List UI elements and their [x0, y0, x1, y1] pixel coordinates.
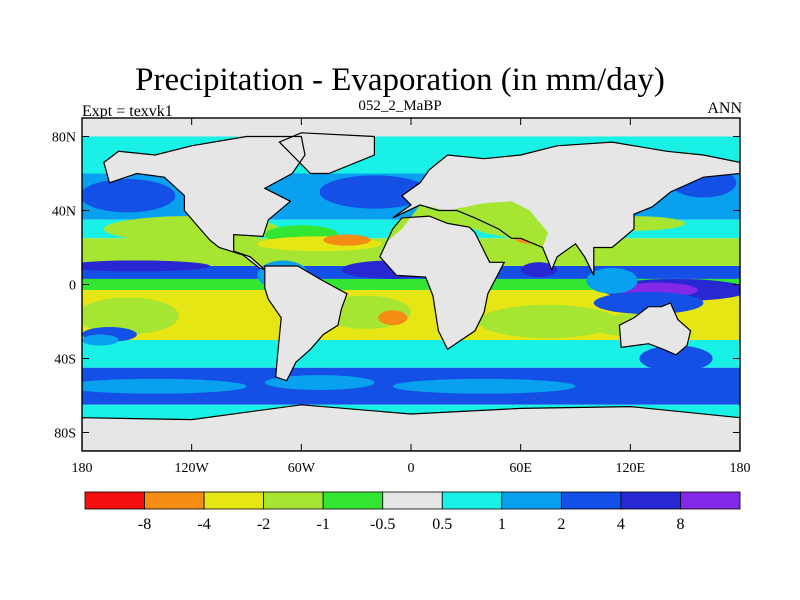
colorbar-label: -0.5 [370, 516, 395, 533]
coastline [103, 135, 306, 271]
field-contour [264, 375, 375, 390]
y-tick-label: 40N [52, 205, 76, 220]
land-region [264, 266, 347, 381]
field-band [82, 278, 740, 291]
coastline [278, 132, 375, 175]
coastline-layer [82, 132, 740, 451]
coastline [618, 302, 692, 356]
y-tick-label: 80S [54, 427, 76, 442]
colorbar-swatch [84, 491, 145, 510]
experiment-label: Expt = texvk1 [82, 103, 173, 120]
x-tick-label: 0 [408, 461, 415, 476]
colorbar-swatch [382, 491, 443, 510]
chart-subtitle: 052_2_MaBP [358, 98, 442, 114]
coastline [379, 215, 506, 351]
field-contour [82, 378, 247, 394]
colorbar-swatch [441, 491, 503, 510]
chart-title: Precipitation - Evaporation (in mm/day) [135, 62, 665, 98]
coastline [82, 404, 740, 451]
colorbar-label: 4 [617, 516, 625, 533]
colorbar-swatch [501, 491, 562, 510]
colorbar-label: 8 [676, 516, 684, 533]
y-tick-label: 40S [54, 353, 76, 368]
y-tick-label: 0 [69, 279, 76, 294]
x-tick-label: 180 [72, 461, 93, 476]
field-contour [82, 334, 119, 346]
field-contour [378, 310, 408, 326]
axes-layer: 180 120W 60W 0 60E 120E 180 80N 40N 0 40S 80S [52, 118, 751, 476]
x-tick-label: 60E [509, 461, 532, 476]
field-contour [639, 345, 713, 372]
colorbar-label: -4 [197, 516, 210, 533]
colorbar-swatch [560, 491, 622, 510]
colorbar-label: -8 [138, 516, 151, 533]
colorbar-swatch [620, 491, 681, 510]
x-tick-label: 180 [730, 461, 751, 476]
x-tick-label: 60W [288, 461, 316, 476]
colorbar-swatch [144, 491, 205, 510]
land-region [82, 404, 740, 451]
land-region [103, 136, 306, 270]
coastline [264, 265, 348, 382]
field-contour [82, 179, 176, 213]
field-band [82, 118, 740, 137]
y-tick-label: 80N [52, 131, 76, 146]
field-contour [323, 234, 371, 246]
field-contour [319, 175, 430, 209]
colorbar-label: 0.5 [432, 516, 452, 533]
x-tick-label: 120E [616, 461, 646, 476]
field-contour [82, 260, 210, 272]
coastline [392, 141, 740, 276]
colorbar-label: -2 [257, 516, 270, 533]
field-contour [392, 378, 576, 394]
land-region [392, 142, 740, 276]
colorbar-swatch [322, 491, 384, 510]
field-layer [82, 118, 740, 451]
colorbar: -8 -4 -2 -1 -0.5 0.5 1 2 4 8 [84, 491, 741, 533]
land-region [379, 201, 549, 257]
season-label: ANN [707, 100, 742, 117]
colorbar-swatch [680, 491, 741, 510]
field-contour [478, 304, 618, 339]
field-contour [593, 291, 704, 315]
field-contour [586, 267, 638, 294]
colorbar-label: 1 [498, 516, 506, 533]
colorbar-swatch [263, 491, 324, 510]
land-region [379, 216, 505, 350]
x-tick-label: 120W [175, 461, 210, 476]
colorbar-label: 2 [557, 516, 565, 533]
field-contour [520, 262, 558, 278]
colorbar-swatch [203, 491, 265, 510]
field-contour [82, 297, 179, 335]
colorbar-label: -1 [317, 516, 330, 533]
